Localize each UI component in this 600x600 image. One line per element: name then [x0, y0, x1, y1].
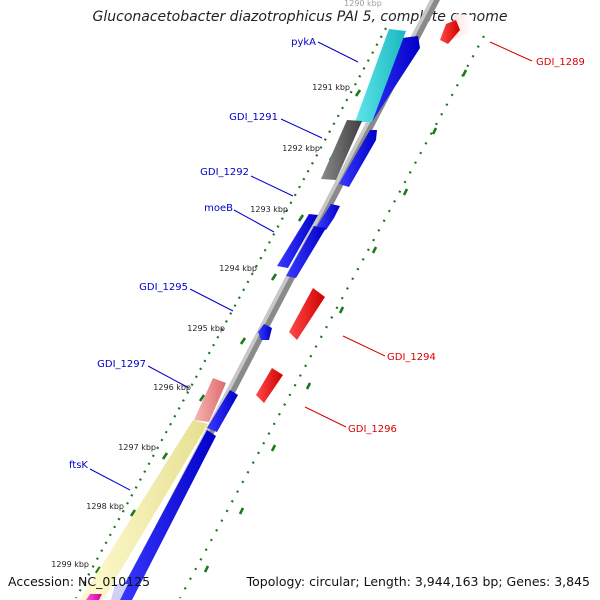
- GDI_1297-pink-block: [194, 378, 226, 422]
- gene-label-GDI_1296: GDI_1296: [348, 424, 397, 435]
- outer-major-ticks: [203, 69, 468, 573]
- moeB-blue-arrow-3: [286, 226, 326, 278]
- moeB-blue-arrow-1: [317, 204, 340, 230]
- GDI_1289-red-arrow: [440, 20, 460, 44]
- genome-backbone-highlight: [117, 0, 434, 600]
- gene-label-moeB: moeB: [204, 203, 233, 214]
- tick-label: 1299 kbp: [51, 560, 89, 569]
- reverse-strand-features: [256, 14, 472, 403]
- GDI_1296-red-arrow: [256, 368, 283, 403]
- gene-label-ftsK: ftsK: [69, 460, 88, 471]
- gene-label-pykA: pykA: [291, 37, 316, 48]
- tick-label: 1293 kbp: [250, 205, 288, 214]
- accession-label: Accession: NC_010125: [8, 574, 151, 589]
- next-gene-magenta-block: [86, 594, 102, 600]
- GDI_1291-gray-block: [321, 120, 362, 180]
- tick-label: 1292 kbp: [282, 144, 320, 153]
- tick-label: 1294 kbp: [219, 264, 257, 273]
- ftsK-yellow-block: [80, 420, 208, 600]
- tick-label: 1296 kbp: [153, 383, 191, 392]
- ftsK-blue-arrow: [116, 430, 216, 600]
- tick-label: 1295 kbp: [187, 324, 225, 333]
- tick-label: 1291 kbp: [312, 83, 350, 92]
- pykA-cyan-block: [355, 29, 406, 122]
- gene-label-GDI_1297: GDI_1297: [97, 359, 146, 370]
- gene-label-GDI_1294: GDI_1294: [387, 352, 436, 363]
- outer-tick-ring: [179, 35, 485, 599]
- genome-summary-label: Topology: circular; Length: 3,944,163 bp…: [246, 574, 590, 589]
- moeB-blue-arrow-2: [277, 214, 318, 268]
- gene-label-GDI_1295: GDI_1295: [139, 282, 188, 293]
- tick-label: 1298 kbp: [86, 502, 124, 511]
- GDI_1295-blue-arrow: [258, 324, 272, 340]
- gene-callout-lines: [89, 41, 533, 491]
- GDI_1294-red-arrow: [289, 288, 325, 340]
- tick-label: 1297 kbp: [118, 443, 156, 452]
- next-gene-lilac-block: [111, 584, 128, 600]
- gene-label-GDI_1292: GDI_1292: [200, 167, 249, 178]
- gene-label-GDI_1289: GDI_1289: [536, 57, 585, 68]
- gene-labels: pykA GDI_1291 GDI_1292 moeB GDI_1295 GDI…: [69, 37, 585, 471]
- map-title: Gluconacetobacter diazotrophicus PAI 5, …: [92, 9, 508, 25]
- GDI_1291-blue-arrow: [339, 130, 377, 187]
- gene-label-GDI_1291: GDI_1291: [229, 112, 278, 123]
- inner-major-ticks: [94, 89, 362, 574]
- inner-tick-ring: [75, 27, 387, 599]
- GDI_1297-blue-arrow: [207, 390, 238, 432]
- tick-labels: 1290 kbp 1291 kbp 1292 kbp 1293 kbp 1294…: [51, 0, 382, 569]
- tick-label: 1290 kbp: [344, 0, 382, 8]
